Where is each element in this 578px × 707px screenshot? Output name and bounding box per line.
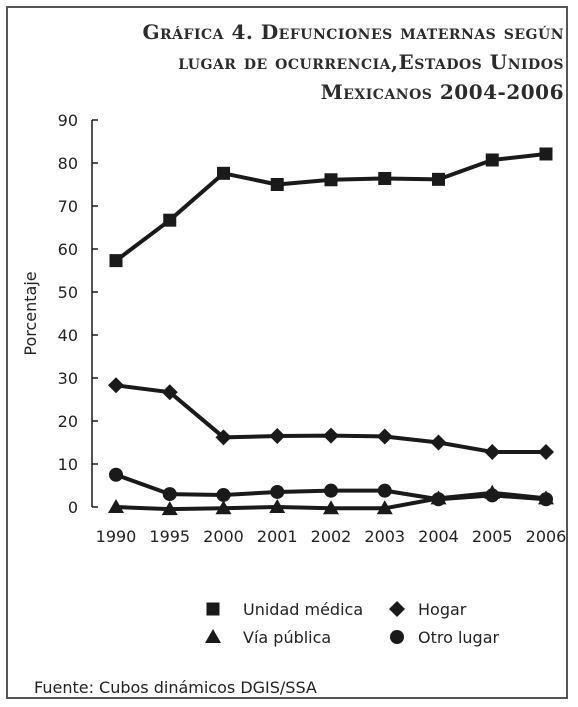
y-axis-label: Porcentaje [21,271,40,355]
chart-frame [6,6,568,699]
y-tick-label: 0 [68,498,78,517]
data-point-unidad-medica [432,172,445,186]
y-tick-label: 60 [58,240,78,259]
chart-title-line-3: Mexicanos 2004-2006 [320,80,564,104]
y-tick-label: 80 [58,154,78,173]
series-markers [108,147,554,516]
data-point-otro-lugar [377,483,392,498]
series-line-unidad-medica [114,151,547,263]
legend-label-unidad-medica: Unidad médica [243,600,363,619]
y-tick-label: 90 [58,111,78,130]
data-point-otro-lugar [485,488,500,503]
chart-title-line-1: Gráfica 4. Defunciones maternas según [142,20,564,44]
y-tick-label: 20 [58,412,78,431]
data-point-unidad-medica [163,213,177,227]
x-tick-label: 1990 [96,527,137,546]
x-tick-label: 2005 [472,527,513,546]
data-point-unidad-medica [324,173,338,187]
data-point-unidad-medica [378,171,392,185]
data-point-via-publica [161,501,178,516]
data-point-otro-lugar [539,492,553,507]
chart-legend: Unidad médica Hogar Vía pública Otro lugar [205,600,500,647]
data-point-otro-lugar [270,484,285,499]
data-point-otro-lugar [109,467,123,482]
data-point-via-publica [269,499,286,513]
data-point-otro-lugar [216,487,231,502]
legend-marker-hogar [389,601,405,617]
x-tick-label: 1995 [149,527,190,546]
x-tick-label: 2003 [364,527,405,546]
legend-label-hogar: Hogar [418,600,467,619]
data-point-via-publica [323,500,339,515]
legend-label-via-publica: Vía pública [243,628,331,647]
legend-marker-unidad-medica [206,602,220,616]
data-point-hogar [538,443,554,460]
data-point-unidad-medica [270,178,284,191]
x-tick-label: 2002 [311,527,352,546]
y-tick-label: 30 [58,369,78,388]
data-point-unidad-medica [109,254,123,268]
y-tick-label: 50 [58,283,78,302]
x-tick-label: 2006 [526,527,567,546]
data-point-hogar [108,377,124,394]
chart-axes: 0 10 20 30 40 50 60 70 80 90 1990 1995 2000 2001 2002 2… [21,111,566,546]
data-point-via-publica [376,500,393,515]
chart-title-line-2: lugar de ocurrencia,Estados Unidos [178,50,564,74]
x-tick-label: 2001 [257,527,298,546]
data-point-hogar [376,428,393,445]
data-point-unidad-medica [539,147,553,161]
y-tick-label: 40 [58,326,78,345]
data-point-hogar [269,428,286,445]
source-note: Fuente: Cubos dinámicos DGIS/SSA [34,678,317,697]
data-point-unidad-medica [217,166,230,180]
y-tick-label: 70 [58,197,78,216]
data-point-unidad-medica [485,153,499,167]
data-point-hogar [323,427,339,444]
data-point-otro-lugar [431,492,446,507]
data-point-otro-lugar [324,483,338,498]
data-point-hogar [161,384,178,401]
x-tick-label: 2004 [418,527,459,546]
x-tick-label: 2000 [203,527,244,546]
data-point-otro-lugar [162,487,177,502]
data-point-hogar [430,434,447,451]
data-point-hogar [484,443,501,460]
legend-label-otro-lugar: Otro lugar [418,628,500,647]
data-point-via-publica [108,499,124,513]
legend-marker-otro-lugar [390,630,404,644]
series-lines [114,151,547,512]
data-point-hogar [215,429,232,446]
legend-marker-via-publica [205,629,221,643]
y-tick-label: 10 [58,455,78,474]
data-point-via-publica [215,500,232,515]
